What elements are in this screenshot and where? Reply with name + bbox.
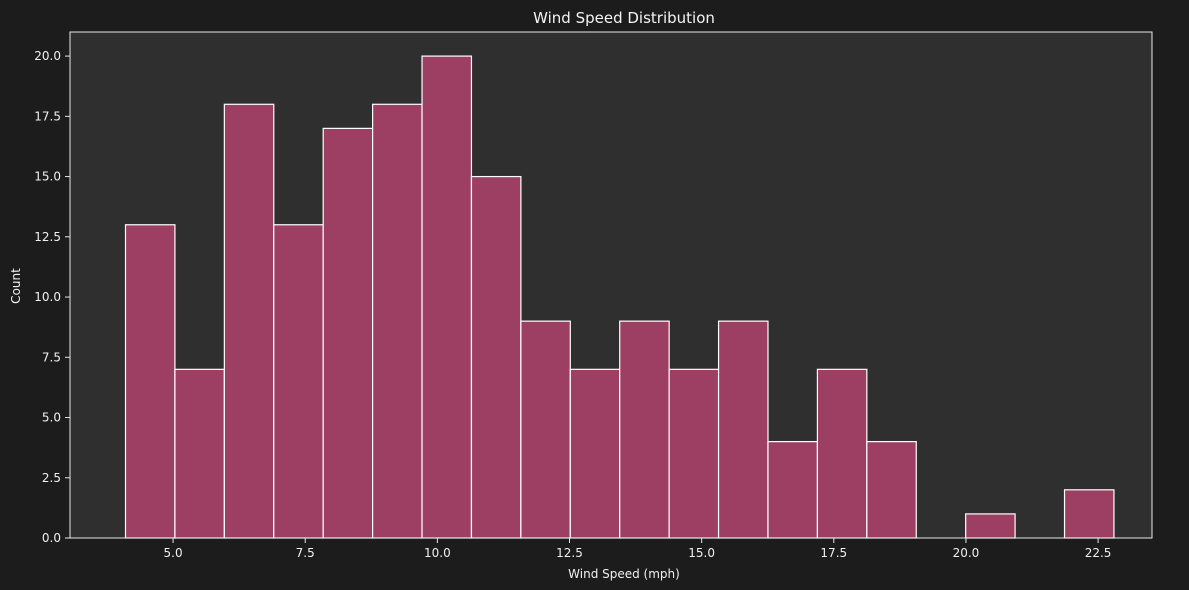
y-tick-label: 15.0 <box>34 170 61 184</box>
x-tick-label: 7.5 <box>296 546 315 560</box>
histogram-bar <box>470 175 522 539</box>
histogram-bar <box>124 224 176 539</box>
y-tick-label: 10.0 <box>34 290 61 304</box>
x-tick-label: 5.0 <box>164 546 183 560</box>
histogram-bar <box>322 127 374 539</box>
x-tick-label: 12.5 <box>556 546 583 560</box>
y-tick-label: 12.5 <box>34 230 61 244</box>
histogram-bar <box>619 320 670 539</box>
histogram-bar <box>520 320 571 539</box>
histogram-bar <box>273 224 324 539</box>
y-tick-label: 0.0 <box>42 531 61 545</box>
x-tick-label: 15.0 <box>688 546 715 560</box>
y-axis: 0.0 2.5 5.0 7.5 10.0 12.5 15.0 17.5 20.0 <box>34 49 70 545</box>
y-tick-label: 5.0 <box>42 411 61 425</box>
x-tick-label: 10.0 <box>424 546 451 560</box>
histogram-bar <box>668 368 720 539</box>
x-tick-label: 20.0 <box>953 546 980 560</box>
x-axis: 5.0 7.5 10.0 12.5 15.0 17.5 20.0 22.5 <box>164 538 1112 560</box>
plot-frame <box>69 31 1153 539</box>
histogram-bar <box>1063 489 1115 539</box>
histogram-bar <box>174 368 225 539</box>
histogram-bar <box>717 320 769 539</box>
y-axis-title: Count <box>9 268 23 304</box>
histogram-bar <box>372 103 423 539</box>
x-tick-label: 22.5 <box>1085 546 1112 560</box>
y-tick-label: 20.0 <box>34 49 61 63</box>
histogram-bar <box>421 55 473 539</box>
histogram-bar <box>767 441 819 539</box>
x-tick-label: 17.5 <box>820 546 847 560</box>
bars-group <box>124 55 1115 539</box>
y-tick-label: 17.5 <box>34 109 61 123</box>
histogram-bar <box>223 103 275 539</box>
x-axis-title: Wind Speed (mph) <box>568 567 680 581</box>
histogram-bar <box>965 513 1016 539</box>
histogram-bar <box>569 368 621 539</box>
histogram-bar <box>816 368 868 539</box>
chart-title: Wind Speed Distribution <box>533 9 715 27</box>
y-tick-label: 2.5 <box>42 471 61 485</box>
y-tick-label: 7.5 <box>42 350 61 364</box>
histogram-bar <box>866 441 917 539</box>
